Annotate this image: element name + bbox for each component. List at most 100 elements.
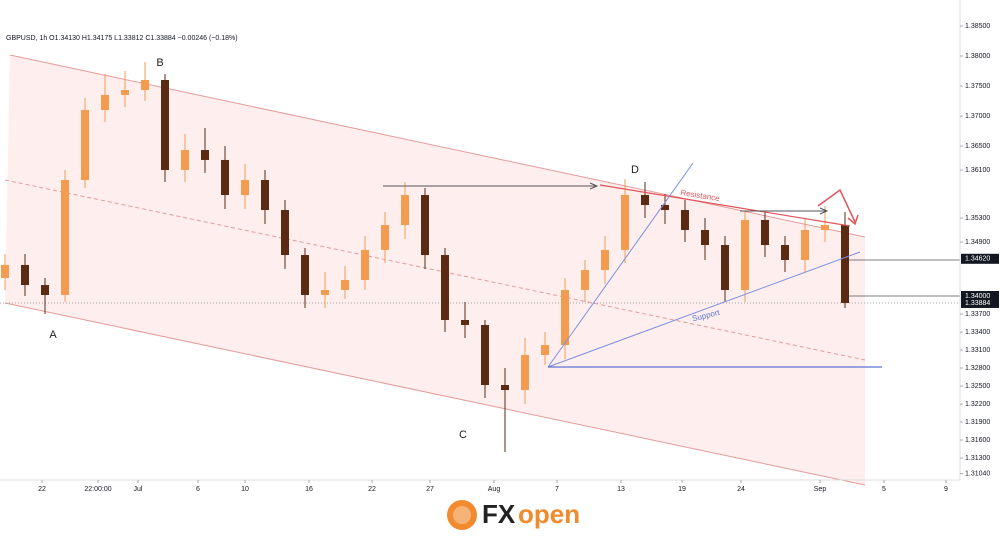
candle-body [641, 195, 649, 205]
y-tick-label: 1.37000 [965, 113, 990, 120]
annotation: D [631, 164, 639, 176]
candle-body [721, 244, 729, 291]
candle-body [781, 244, 789, 260]
y-tick-label: 1.33100 [965, 347, 990, 354]
logo-icon-inner [453, 506, 471, 524]
candle-body [1, 264, 9, 279]
candle-body [101, 94, 109, 110]
candle-body [321, 290, 329, 295]
candle-body [481, 324, 489, 385]
y-tick-label: 1.33700 [965, 311, 990, 318]
chart-title: GBPUSD, 1h O1.34130 H1.34175 L1.33812 C1… [6, 35, 238, 42]
logo-icon [447, 500, 477, 530]
price-label-box [961, 253, 999, 264]
candle-body [801, 229, 809, 260]
candle-body [661, 204, 669, 211]
candle-body [161, 79, 169, 170]
candle-body [581, 270, 589, 291]
annotation: B [156, 57, 163, 69]
x-tick-label: 27 [426, 486, 434, 493]
x-tick-label: 16 [305, 486, 313, 493]
candle-body [341, 279, 349, 291]
candle-body [441, 255, 449, 321]
y-tick-label: 1.36500 [965, 143, 990, 150]
price-label-box [961, 297, 999, 308]
x-tick-label: 10 [241, 486, 249, 493]
candle-body [181, 150, 189, 170]
y-tick-label: 1.31600 [965, 437, 990, 444]
x-tick-label: Sep [814, 486, 827, 493]
candle-body [401, 195, 409, 226]
y-tick-label: 1.38000 [965, 53, 990, 60]
forecast-arrow-head [847, 214, 859, 226]
x-tick-label: 19 [678, 486, 686, 493]
logo: FX open [447, 499, 580, 530]
x-tick-label: 9 [944, 486, 948, 493]
annotation: A [49, 329, 57, 341]
x-tick-label: 5 [882, 486, 886, 493]
candle-body [141, 79, 149, 91]
candle-body [41, 285, 49, 295]
x-tick-label: 6 [196, 486, 200, 493]
x-tick-label: 22 [38, 486, 46, 493]
candle-body [521, 354, 529, 391]
candle-body [361, 249, 369, 280]
channel-upper [9, 54, 866, 238]
forecast-arrow [817, 188, 856, 223]
price-label: 1.34620 [965, 256, 990, 263]
candle-body [241, 180, 249, 196]
y-tick-label: 1.37500 [965, 83, 990, 90]
candle-body [21, 264, 29, 286]
arrow-head [589, 182, 599, 190]
x-tick-label: 22:00:00 [84, 486, 111, 493]
y-tick-label: 1.35300 [965, 215, 990, 222]
candle-body [281, 210, 289, 256]
price-label: 1.33884 [965, 300, 990, 307]
x-tick-label: 24 [737, 486, 745, 493]
candles [1, 61, 849, 453]
candle-body [501, 384, 509, 391]
y-tick-label: 1.32800 [965, 365, 990, 372]
y-tick-label: 1.33400 [965, 329, 990, 336]
candle-body [81, 109, 89, 181]
candle-body [421, 195, 429, 256]
y-tick-label: 1.36100 [965, 167, 990, 174]
support-line [547, 251, 861, 368]
y-tick-label: 1.31300 [965, 455, 990, 462]
candle-body [221, 159, 229, 196]
candle-body [121, 90, 129, 95]
channel-fill [5, 55, 865, 485]
y-tick-label: 1.31040 [965, 470, 990, 477]
candle-body [681, 210, 689, 230]
candle-body [821, 225, 829, 230]
resistance-line [599, 184, 851, 227]
candle-body [261, 180, 269, 211]
candle-body [201, 150, 209, 160]
arrow-head [819, 207, 829, 215]
x-tick-label: 7 [555, 486, 559, 493]
y-tick-label: 1.32500 [965, 383, 990, 390]
candle-body [761, 219, 769, 245]
x-tick-label: 22 [368, 486, 376, 493]
price-label: 1.34000 [965, 293, 990, 300]
candle-body [741, 219, 749, 291]
candle-body [461, 320, 469, 325]
x-tick-label: Jul [134, 486, 143, 493]
channel-lower [4, 302, 866, 486]
candle-body [621, 195, 629, 250]
y-tick-label: 1.32200 [965, 401, 990, 408]
candle-body [601, 249, 609, 271]
price-label-box [961, 291, 999, 302]
x-tick-label: Aug [488, 486, 501, 493]
y-tick-label: 1.31900 [965, 419, 990, 426]
annotation: C [459, 429, 467, 441]
logo-text: open [518, 499, 580, 529]
trend-line [547, 162, 694, 368]
logo-text: FX [482, 499, 516, 529]
candle-body [541, 345, 549, 355]
drawings [383, 162, 882, 368]
candle-body [301, 255, 309, 295]
candle-body [841, 225, 849, 303]
candle-body [701, 229, 709, 245]
